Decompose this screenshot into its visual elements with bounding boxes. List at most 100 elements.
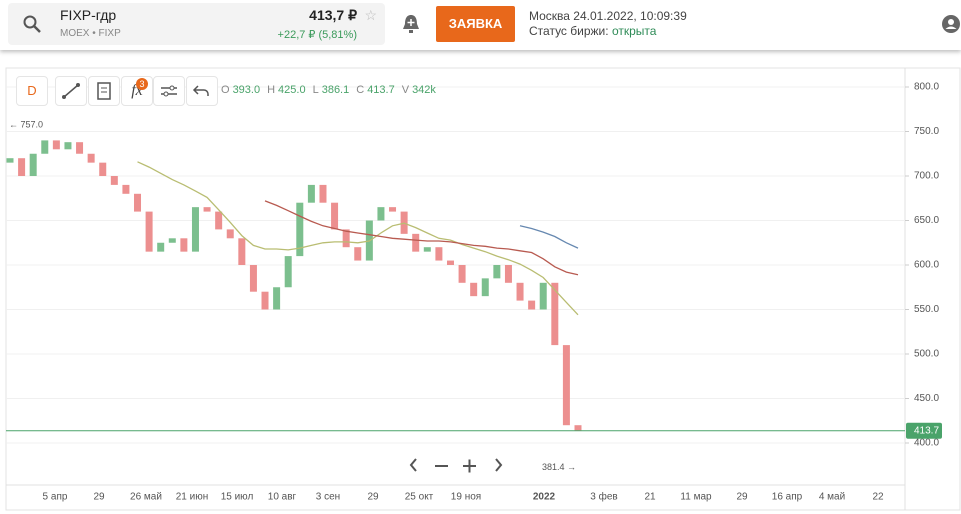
candle	[574, 425, 582, 431]
ohlc-key: C	[356, 84, 365, 96]
price-chart[interactable]: 800.0 750.0 700.0 650.0 600.0 550.0 500.0 450.0…	[0, 66, 961, 512]
y-tick-label: 650.0	[914, 215, 939, 226]
x-tick-label: 26 май	[130, 492, 162, 503]
candle	[122, 184, 130, 194]
ohlc-value: 425.0	[278, 84, 306, 96]
candle	[296, 202, 304, 257]
x-tick-label: 15 июл	[221, 492, 254, 503]
candle	[470, 282, 478, 297]
interval-button[interactable]: D	[16, 76, 48, 106]
candle	[504, 265, 512, 283]
x-tick-label: 19 ноя	[451, 492, 481, 503]
candle	[389, 207, 397, 212]
draw-button[interactable]	[55, 76, 87, 106]
candle	[64, 142, 72, 150]
x-tick-label: 3 фев	[590, 491, 617, 503]
candle	[493, 265, 501, 279]
x-tick-label: 21	[644, 492, 656, 503]
x-tick-label: 29	[93, 492, 105, 503]
ohlc-value: 393.0	[232, 84, 261, 96]
candle	[412, 233, 420, 252]
alert-bell[interactable]	[401, 13, 421, 35]
candle	[562, 345, 570, 426]
candle	[249, 265, 257, 292]
x-tick-label: 22	[872, 492, 884, 503]
y-tick-label: 500.0	[914, 349, 939, 360]
undo-icon	[192, 85, 209, 96]
candle	[446, 260, 454, 265]
candle	[215, 211, 223, 230]
candle	[226, 229, 234, 239]
candle	[435, 247, 443, 261]
datetime: Москва 24.01.2022, 10:09:39	[529, 9, 687, 23]
notes-button[interactable]	[88, 76, 120, 106]
order-button[interactable]: ЗАЯВКА	[436, 6, 515, 42]
x-tick-label: 16 апр	[772, 492, 803, 503]
last-price-tag	[906, 422, 942, 439]
x-tick-label: 4 май	[819, 492, 845, 503]
candle	[354, 247, 362, 261]
candle	[423, 247, 431, 252]
y-tick-label: 700.0	[914, 171, 939, 182]
candle	[377, 207, 385, 221]
x-tick-label: 25 окт	[405, 492, 434, 503]
candle	[238, 238, 246, 265]
candle	[307, 184, 315, 203]
scroll-left[interactable]	[409, 458, 417, 472]
candle	[157, 242, 165, 252]
last-price-label: 413.7	[914, 425, 939, 436]
instrument-box[interactable]: FIXP-гдр MOEX • FIXP 413,7 ₽ ☆ +22,7 ₽ (…	[8, 3, 385, 45]
y-tick-label: 750.0	[914, 126, 939, 137]
ohlc-key: L	[312, 84, 319, 96]
scroll-right[interactable]	[495, 458, 503, 472]
code: FIXP	[98, 28, 121, 39]
candle	[516, 282, 524, 301]
candle	[331, 202, 339, 230]
x-tick-label: 29	[367, 492, 379, 503]
candle	[481, 278, 489, 297]
moving-average	[137, 161, 579, 316]
status: Статус биржи: открыта	[529, 24, 656, 38]
candle	[110, 176, 118, 185]
candle	[99, 162, 107, 176]
x-tick-label: 3 сен	[316, 492, 340, 503]
moving-average	[519, 225, 579, 249]
top-bar: FIXP-гдр MOEX • FIXP 413,7 ₽ ☆ +22,7 ₽ (…	[0, 0, 961, 50]
candle	[41, 140, 49, 154]
candle	[6, 158, 14, 163]
ticker: FIXP-гдр	[60, 7, 117, 23]
ohlc-key: V	[401, 84, 410, 96]
x-tick-label: 5 апр	[43, 492, 68, 503]
x-tick-label: 29	[736, 492, 748, 503]
indicator-count: 3	[136, 78, 148, 90]
candle	[145, 211, 153, 252]
candle	[273, 287, 281, 310]
x-tick-label: 10 авг	[268, 492, 297, 503]
candle	[528, 300, 536, 310]
candle	[203, 207, 211, 212]
status-value: открыта	[611, 24, 657, 38]
y-tick-label: 550.0	[914, 304, 939, 315]
candle	[168, 238, 176, 243]
candle	[29, 153, 37, 176]
ohlc-key: O	[221, 84, 230, 96]
ohlc-key: H	[267, 84, 276, 96]
x-tick-label: 21 июн	[176, 492, 209, 503]
undo-button[interactable]	[186, 76, 218, 106]
ohlc-value: 342k	[412, 84, 436, 96]
zoom-in[interactable]	[463, 459, 476, 473]
chart-navigation	[409, 458, 503, 473]
favorite-star[interactable]: ☆	[364, 7, 377, 23]
account-icon[interactable]	[941, 14, 961, 34]
search-icon[interactable]	[22, 14, 42, 34]
candle	[134, 193, 142, 212]
candle	[284, 256, 292, 288]
low-label: 381.4 →	[542, 462, 576, 472]
candle	[539, 282, 547, 310]
settings-button[interactable]	[153, 76, 185, 106]
x-tick-label: 2022	[533, 492, 556, 503]
candle	[76, 142, 84, 154]
ohlc-value: 386.1	[321, 84, 350, 96]
y-tick-label: 400.0	[914, 438, 939, 449]
candle	[261, 291, 269, 310]
